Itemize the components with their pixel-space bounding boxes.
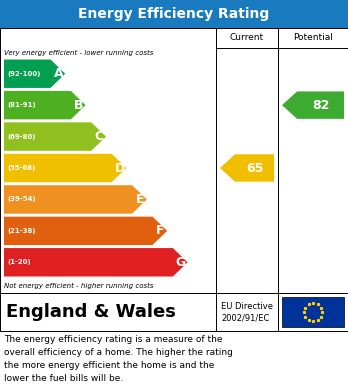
Text: D: D xyxy=(114,161,125,174)
Polygon shape xyxy=(282,91,344,119)
Polygon shape xyxy=(4,248,188,276)
Text: (39-54): (39-54) xyxy=(7,196,35,203)
Polygon shape xyxy=(4,122,106,151)
Polygon shape xyxy=(4,185,147,213)
Polygon shape xyxy=(4,91,86,119)
Bar xyxy=(0,28,348,293)
Text: Energy Efficiency Rating: Energy Efficiency Rating xyxy=(78,7,270,21)
Polygon shape xyxy=(220,154,274,182)
Text: (92-100): (92-100) xyxy=(7,71,40,77)
Text: B: B xyxy=(74,99,84,112)
Text: Current: Current xyxy=(230,34,264,43)
Text: overall efficiency of a home. The higher the rating: overall efficiency of a home. The higher… xyxy=(4,348,233,357)
Text: F: F xyxy=(156,224,165,237)
Text: A: A xyxy=(54,67,63,80)
Text: 82: 82 xyxy=(312,99,329,112)
Text: C: C xyxy=(95,130,104,143)
Text: England & Wales: England & Wales xyxy=(6,303,176,321)
Text: 65: 65 xyxy=(246,161,263,174)
Polygon shape xyxy=(4,59,65,88)
Text: E: E xyxy=(136,193,144,206)
Text: (81-91): (81-91) xyxy=(7,102,35,108)
Text: Not energy efficient - higher running costs: Not energy efficient - higher running co… xyxy=(4,282,153,289)
Text: (69-80): (69-80) xyxy=(7,134,35,140)
Text: (1-20): (1-20) xyxy=(7,259,31,265)
Text: G: G xyxy=(176,256,186,269)
Text: (21-38): (21-38) xyxy=(7,228,35,234)
Text: Potential: Potential xyxy=(293,34,333,43)
Bar xyxy=(282,297,344,327)
Text: Very energy efficient - lower running costs: Very energy efficient - lower running co… xyxy=(4,50,153,56)
Text: lower the fuel bills will be.: lower the fuel bills will be. xyxy=(4,374,123,383)
Text: the more energy efficient the home is and the: the more energy efficient the home is an… xyxy=(4,361,214,370)
Text: (55-68): (55-68) xyxy=(7,165,35,171)
Bar xyxy=(0,0,348,28)
Polygon shape xyxy=(4,154,126,182)
Polygon shape xyxy=(4,217,167,245)
Text: The energy efficiency rating is a measure of the: The energy efficiency rating is a measur… xyxy=(4,335,222,344)
Text: EU Directive
2002/91/EC: EU Directive 2002/91/EC xyxy=(221,301,273,323)
Bar xyxy=(0,293,348,331)
